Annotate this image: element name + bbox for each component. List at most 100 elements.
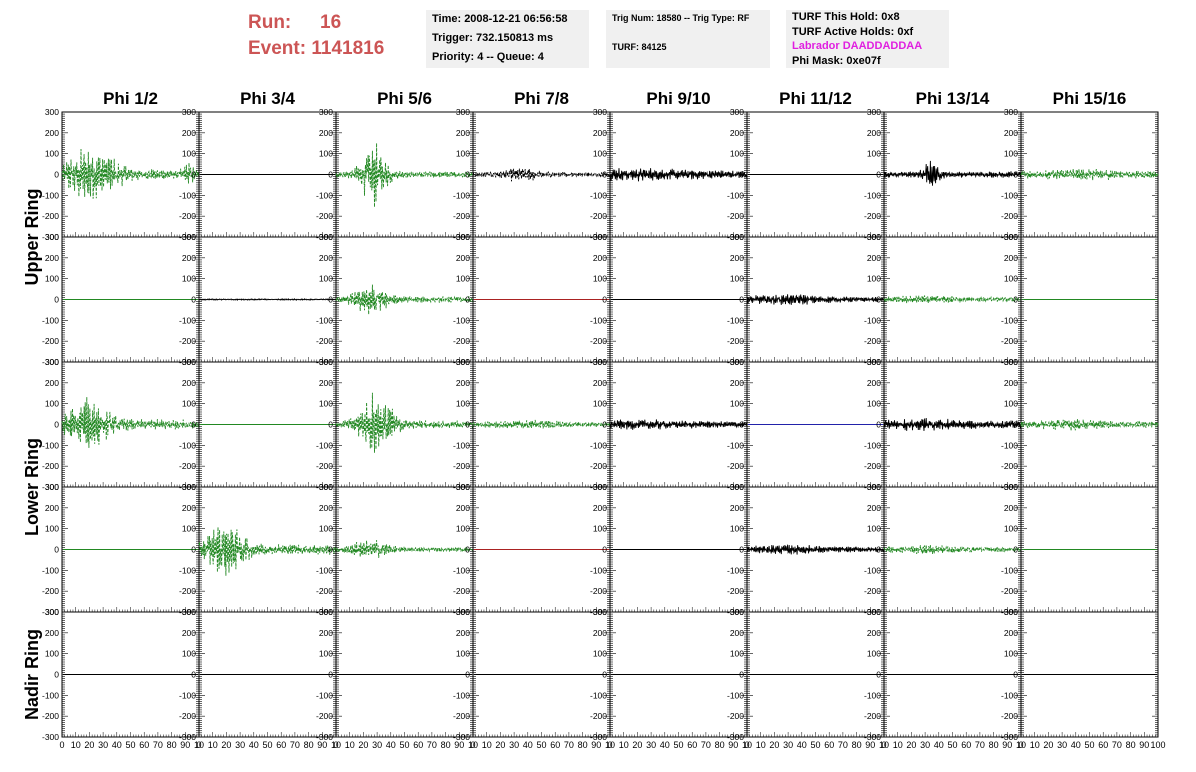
y-tick-label: -200 bbox=[179, 586, 196, 596]
y-tick-label: -200 bbox=[453, 461, 470, 471]
y-tick-label: 300 bbox=[319, 357, 333, 367]
y-tick-label: 300 bbox=[1004, 232, 1018, 242]
column-title: Phi 9/10 bbox=[646, 89, 710, 108]
y-tick-label: -100 bbox=[1001, 440, 1018, 450]
y-tick-label: 300 bbox=[45, 482, 59, 492]
trigger-info-box: Time: 2008-12-21 06:56:58 Trigger: 732.1… bbox=[426, 10, 589, 68]
y-tick-label: 200 bbox=[730, 253, 744, 263]
y-tick-label: 300 bbox=[730, 232, 744, 242]
y-tick-label: 100 bbox=[182, 149, 196, 159]
y-tick-label: -100 bbox=[42, 315, 59, 325]
y-tick-label: 200 bbox=[45, 128, 59, 138]
y-tick-label: 0 bbox=[328, 420, 333, 430]
y-tick-label: 0 bbox=[328, 545, 333, 555]
y-tick-label: 0 bbox=[602, 295, 607, 305]
waveform-trace bbox=[883, 160, 1022, 186]
waveform-trace bbox=[746, 294, 885, 305]
y-tick-label: 0 bbox=[465, 295, 470, 305]
y-tick-label: -200 bbox=[179, 336, 196, 346]
y-tick-label: -100 bbox=[316, 315, 333, 325]
row-group-title: Upper Ring bbox=[22, 189, 42, 286]
run-label: Run: bbox=[248, 12, 292, 33]
event-label: Event: bbox=[248, 38, 307, 59]
column-title: Phi 7/8 bbox=[514, 89, 569, 108]
y-tick-label: 200 bbox=[182, 253, 196, 263]
y-tick-label: 200 bbox=[45, 503, 59, 513]
y-tick-label: 300 bbox=[182, 482, 196, 492]
y-tick-label: 100 bbox=[456, 399, 470, 409]
y-tick-label: 200 bbox=[1004, 378, 1018, 388]
y-tick-label: 200 bbox=[867, 128, 881, 138]
y-tick-label: 100 bbox=[182, 399, 196, 409]
waveform-trace bbox=[198, 526, 337, 576]
y-tick-label: 300 bbox=[45, 107, 59, 117]
y-tick-label: 0 bbox=[191, 545, 196, 555]
y-tick-label: -200 bbox=[179, 461, 196, 471]
y-tick-label: 100 bbox=[319, 274, 333, 284]
y-tick-label: -200 bbox=[179, 211, 196, 221]
y-tick-label: 0 bbox=[328, 170, 333, 180]
y-tick-label: 100 bbox=[730, 274, 744, 284]
y-tick-label: 200 bbox=[45, 378, 59, 388]
time-text: Time: 2008-12-21 06:56:58 bbox=[432, 13, 568, 25]
y-tick-label: -200 bbox=[316, 586, 333, 596]
y-tick-label: -100 bbox=[42, 440, 59, 450]
y-tick-label: -200 bbox=[42, 461, 59, 471]
y-tick-label: 300 bbox=[456, 107, 470, 117]
y-tick-label: -200 bbox=[864, 336, 881, 346]
y-tick-label: 300 bbox=[593, 357, 607, 367]
y-tick-label: -200 bbox=[316, 461, 333, 471]
y-tick-label: 300 bbox=[182, 107, 196, 117]
y-tick-label: 0 bbox=[876, 295, 881, 305]
y-tick-label: 200 bbox=[456, 128, 470, 138]
waveform-trace bbox=[335, 143, 474, 208]
y-tick-label: -100 bbox=[727, 190, 744, 200]
run-event-box: Run: 16 Event: 1141816 bbox=[248, 10, 384, 62]
y-tick-label: 100 bbox=[867, 149, 881, 159]
y-tick-label: 0 bbox=[191, 420, 196, 430]
y-tick-label: 300 bbox=[1004, 357, 1018, 367]
y-tick-label: 100 bbox=[730, 399, 744, 409]
y-tick-label: -200 bbox=[864, 211, 881, 221]
y-tick-label: 0 bbox=[876, 170, 881, 180]
y-tick-label: 100 bbox=[45, 149, 59, 159]
y-tick-label: 100 bbox=[319, 399, 333, 409]
y-tick-label: 0 bbox=[465, 170, 470, 180]
y-tick-label: 0 bbox=[54, 420, 59, 430]
y-tick-label: -200 bbox=[727, 461, 744, 471]
y-tick-label: 0 bbox=[1013, 420, 1018, 430]
y-tick-label: -200 bbox=[42, 586, 59, 596]
y-tick-label: 0 bbox=[739, 420, 744, 430]
column-title: Phi 11/12 bbox=[779, 89, 852, 108]
y-tick-label: 200 bbox=[730, 378, 744, 388]
y-tick-label: -100 bbox=[179, 315, 196, 325]
y-tick-label: -100 bbox=[316, 440, 333, 450]
y-tick-label: -100 bbox=[42, 565, 59, 575]
row-group-title: Lower Ring bbox=[22, 438, 42, 536]
trig-num-text: Trig Num: 18580 -- Trig Type: RF bbox=[612, 13, 750, 23]
y-tick-label: -100 bbox=[453, 190, 470, 200]
y-tick-label: 100 bbox=[730, 149, 744, 159]
y-tick-label: 300 bbox=[45, 232, 59, 242]
y-tick-label: 300 bbox=[319, 232, 333, 242]
y-tick-label: 200 bbox=[730, 128, 744, 138]
y-tick-label: 200 bbox=[867, 253, 881, 263]
y-tick-label: 0 bbox=[465, 420, 470, 430]
y-tick-label: -200 bbox=[42, 336, 59, 346]
y-tick-label: -100 bbox=[727, 315, 744, 325]
y-tick-label: 0 bbox=[191, 170, 196, 180]
y-tick-label: 100 bbox=[867, 399, 881, 409]
trig-num-box: Trig Num: 18580 -- Trig Type: RF TURF: 8… bbox=[606, 10, 770, 68]
waveform-trace bbox=[472, 168, 611, 182]
turf-text: TURF: 84125 bbox=[612, 42, 667, 52]
y-tick-label: -200 bbox=[727, 211, 744, 221]
labrador-text: Labrador DAADDADDAA bbox=[792, 40, 923, 52]
y-tick-label: 100 bbox=[182, 274, 196, 284]
y-tick-label: 0 bbox=[602, 420, 607, 430]
waveform-trace bbox=[335, 540, 474, 558]
y-tick-label: 200 bbox=[1004, 253, 1018, 263]
y-tick-label: 200 bbox=[456, 253, 470, 263]
y-tick-label: 100 bbox=[45, 274, 59, 284]
waveform-trace bbox=[198, 297, 337, 302]
y-tick-label: 100 bbox=[456, 274, 470, 284]
